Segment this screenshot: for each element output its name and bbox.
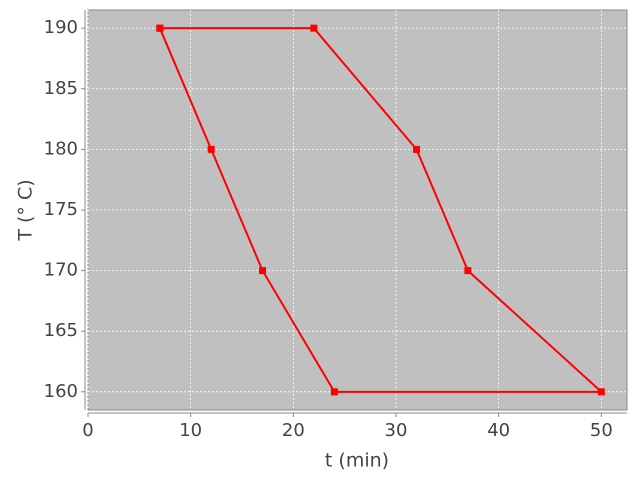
x-tick-label: 40: [487, 420, 510, 441]
x-tick-label: 0: [82, 420, 93, 441]
point-marker: [207, 145, 215, 153]
y-tick-label: 180: [44, 138, 78, 159]
point-marker: [156, 24, 164, 32]
x-axis-title: t (min): [325, 450, 389, 472]
point-marker: [310, 24, 318, 32]
point-marker: [597, 388, 605, 396]
y-tick-label: 175: [44, 199, 78, 220]
y-tick-label: 165: [44, 320, 78, 341]
y-tick-label: 185: [44, 78, 78, 99]
y-axis-title: T (° C): [15, 179, 37, 241]
x-tick-label: 50: [590, 420, 613, 441]
x-tick-label: 10: [179, 420, 202, 441]
y-tick-label: 170: [44, 260, 78, 281]
point-marker: [330, 388, 338, 396]
x-tick-label: 20: [282, 420, 305, 441]
point-marker: [464, 267, 472, 275]
y-tick-label: 160: [44, 381, 78, 402]
point-marker: [259, 267, 267, 275]
x-tick-label: 30: [385, 420, 408, 441]
point-marker: [413, 145, 421, 153]
y-tick-label: 190: [44, 17, 78, 38]
